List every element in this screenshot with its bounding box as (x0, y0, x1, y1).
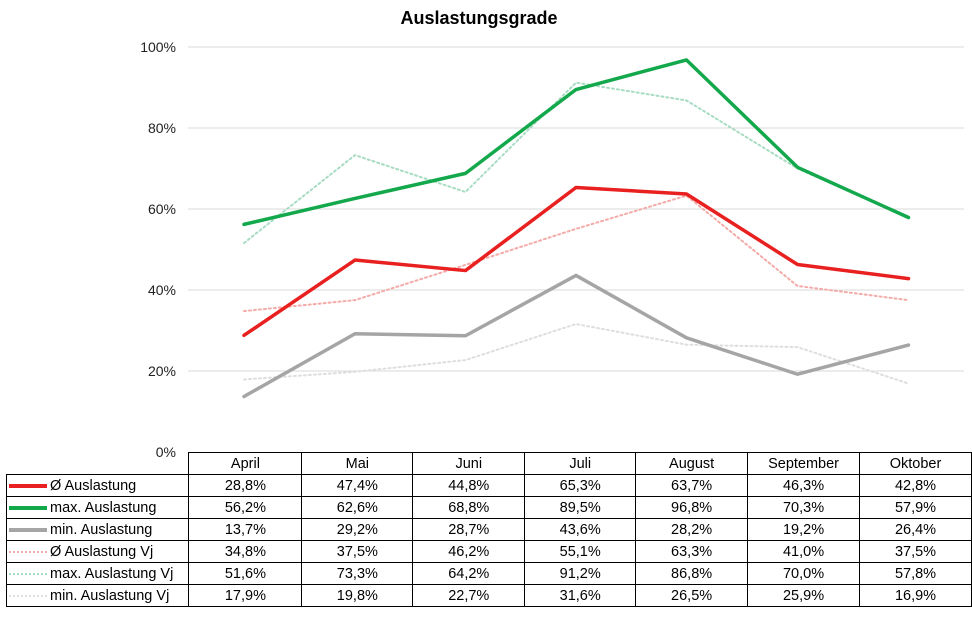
data-label: 28,8% (188, 474, 303, 497)
legend-entry: min. Auslastung Vj (5, 584, 190, 607)
legend-entry: max. Auslastung Vj (5, 562, 190, 585)
data-label: 22,7% (412, 584, 526, 607)
data-label: 47,4% (301, 474, 414, 497)
data-label: 68,8% (412, 496, 526, 519)
legend-key (9, 569, 47, 579)
data-label: 26,5% (635, 584, 749, 607)
data-label: 19,2% (747, 518, 861, 541)
legend-label: min. Auslastung Vj (50, 587, 170, 604)
data-label: 19,8% (301, 584, 414, 607)
table-header-row: April Mai Juni Juli August September Oktober (6, 452, 972, 475)
series-line-4 (243, 81, 910, 245)
data-label: 57,8% (859, 562, 972, 585)
legend-entry: Ø Auslastung Vj (5, 540, 190, 563)
data-label: 41,0% (747, 540, 861, 563)
data-label: 16,9% (859, 584, 972, 607)
y-tick-label: 80% (148, 120, 176, 136)
data-label: 34,8% (188, 540, 303, 563)
data-label: 28,2% (635, 518, 749, 541)
data-label: 17,9% (188, 584, 303, 607)
legend-key (9, 503, 47, 513)
legend-label: Ø Auslastung Vj (50, 543, 154, 560)
data-label: 42,8% (859, 474, 972, 497)
legend-label: max. Auslastung (50, 499, 157, 516)
data-label: 28,7% (412, 518, 526, 541)
data-label: 51,6% (188, 562, 303, 585)
data-label: 43,6% (524, 518, 637, 541)
data-label: 57,9% (859, 496, 972, 519)
data-label: 29,2% (301, 518, 414, 541)
table-row: Ø Auslastung Vj 34,8% 37,5% 46,2% 55,1% 63,3%… (5, 540, 972, 563)
category-label: Oktober (859, 452, 972, 475)
y-axis-ticks: 0%20%40%60%80%100% (140, 39, 176, 460)
data-label: 37,5% (859, 540, 972, 563)
data-label: 64,2% (412, 562, 526, 585)
y-tick-label: 60% (148, 201, 176, 217)
data-label: 65,3% (524, 474, 637, 497)
series-line-1 (242, 58, 911, 227)
category-label: September (747, 452, 861, 475)
category-label: August (635, 452, 749, 475)
category-label: Mai (301, 452, 414, 475)
legend-entry: max. Auslastung (5, 496, 190, 519)
legend-key (9, 591, 47, 601)
y-tick-label: 20% (148, 363, 176, 379)
legend-key (9, 547, 47, 557)
table-row: max. Auslastung 56,2% 62,6% 68,8% 89,5% 96,8%… (5, 496, 972, 519)
data-label: 25,9% (747, 584, 861, 607)
data-label: 56,2% (188, 496, 303, 519)
data-label: 96,8% (635, 496, 749, 519)
series-line-0 (242, 185, 911, 338)
series-line-5 (243, 323, 910, 385)
data-label: 63,7% (635, 474, 749, 497)
legend-label: min. Auslastung (50, 521, 153, 538)
chart-title: Auslastungsgrade (400, 8, 558, 28)
legend-entry: Ø Auslastung (5, 474, 190, 497)
data-label: 46,3% (747, 474, 861, 497)
legend-label: Ø Auslastung (50, 477, 137, 494)
data-label: 70,3% (747, 496, 861, 519)
category-label: April (188, 452, 303, 475)
table-row: min. Auslastung 13,7% 29,2% 28,7% 43,6% 28,2%… (5, 518, 972, 541)
table-body: Ø Auslastung 28,8% 47,4% 44,8% 65,3% 63,7% 46,… (5, 474, 972, 607)
table-row: Ø Auslastung 28,8% 47,4% 44,8% 65,3% 63,7% 46,… (5, 474, 972, 497)
data-label: 70,0% (747, 562, 861, 585)
y-tick-label: 40% (148, 282, 176, 298)
series-lines (242, 58, 911, 399)
data-label: 55,1% (524, 540, 637, 563)
data-label: 86,8% (635, 562, 749, 585)
category-label: Juni (412, 452, 526, 475)
gridlines (188, 46, 964, 372)
data-label: 37,5% (301, 540, 414, 563)
category-label: Juli (524, 452, 637, 475)
table-row: min. Auslastung Vj 17,9% 19,8% 22,7% 31,6% 26… (5, 584, 972, 607)
legend-entry: min. Auslastung (5, 518, 190, 541)
data-label: 62,6% (301, 496, 414, 519)
table-row: max. Auslastung Vj 51,6% 73,3% 64,2% 91,2% 86… (5, 562, 972, 585)
series-line-3 (243, 194, 910, 313)
legend-key (9, 525, 47, 535)
data-label: 73,3% (301, 562, 414, 585)
legend-key (9, 481, 47, 491)
data-label: 26,4% (859, 518, 972, 541)
y-tick-label: 100% (140, 39, 176, 55)
data-label: 31,6% (524, 584, 637, 607)
data-label: 44,8% (412, 474, 526, 497)
data-label: 63,3% (635, 540, 749, 563)
chart-data-table: April Mai Juni Juli August September Oktober Ø… (5, 452, 972, 607)
data-label: 89,5% (524, 496, 637, 519)
table-corner (6, 452, 190, 475)
data-label: 91,2% (524, 562, 637, 585)
series-line-2 (242, 273, 911, 399)
legend-label: max. Auslastung Vj (50, 565, 174, 582)
data-label: 46,2% (412, 540, 526, 563)
data-label: 13,7% (188, 518, 303, 541)
